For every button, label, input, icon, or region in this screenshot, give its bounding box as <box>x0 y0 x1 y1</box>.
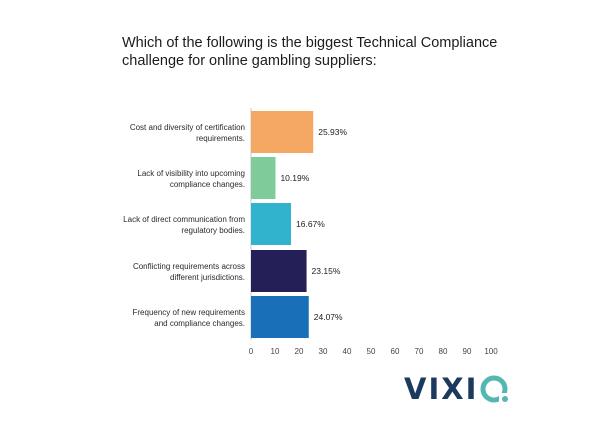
category-label-2-line-1: Lack of visibility into upcoming <box>137 169 245 178</box>
category-label-1-line-1: Cost and diversity of certification <box>130 123 245 132</box>
x-tick-label-70: 70 <box>415 347 424 356</box>
category-label-2-line-2: compliance changes. <box>170 180 245 189</box>
data-label-4: 23.15% <box>312 266 341 276</box>
x-tick-label-0: 0 <box>249 347 254 356</box>
category-label-5-line-1: Frequency of new requirements <box>133 308 246 317</box>
data-label-5: 24.07% <box>314 312 343 322</box>
x-tick-label-40: 40 <box>343 347 352 356</box>
bar-2 <box>251 157 276 199</box>
x-tick-label-30: 30 <box>319 347 328 356</box>
data-label-3: 16.67% <box>296 219 325 229</box>
x-tick-label-60: 60 <box>391 347 400 356</box>
category-label-4-line-1: Conflicting requirements across <box>133 262 245 271</box>
category-label-4-line-2: different jurisdictions. <box>170 273 245 282</box>
data-label-1: 25.93% <box>318 127 347 137</box>
chart-title-line-2: challenge for online gambling suppliers: <box>122 53 377 69</box>
chart-title: Which of the following is the biggest Te… <box>122 34 562 70</box>
chart-title-line-1: Which of the following is the biggest Te… <box>122 35 498 51</box>
logo-text: VIXI <box>404 372 479 406</box>
x-tick-label-20: 20 <box>295 347 304 356</box>
x-tick-label-100: 100 <box>484 347 498 356</box>
category-label-3-line-2: regulatory bodies. <box>181 226 245 235</box>
data-label-2: 10.19% <box>280 173 309 183</box>
x-tick-label-80: 80 <box>439 347 448 356</box>
bar-5 <box>251 296 309 338</box>
bar-3 <box>251 203 292 245</box>
bar-4 <box>251 250 307 292</box>
x-tick-label-10: 10 <box>271 347 280 356</box>
bar-1 <box>251 111 314 153</box>
logo-o-ring-icon <box>480 375 510 403</box>
category-label-5-line-2: and compliance changes. <box>154 319 245 328</box>
category-label-1-line-2: requirements. <box>196 134 245 143</box>
x-tick-label-90: 90 <box>463 347 472 356</box>
x-tick-label-50: 50 <box>367 347 376 356</box>
vixio-logo: VIXI <box>404 372 512 406</box>
category-label-3-line-1: Lack of direct communication from <box>123 215 245 224</box>
